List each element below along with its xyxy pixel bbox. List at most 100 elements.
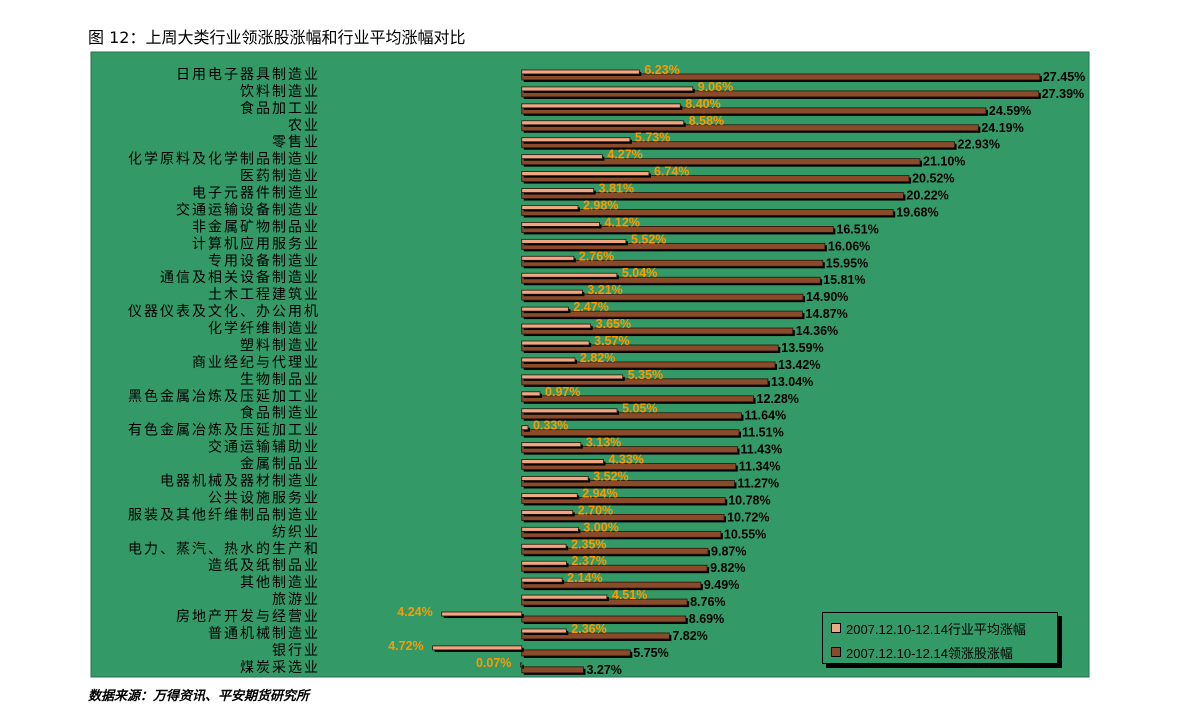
leader-data-label: 15.81%: [823, 273, 865, 287]
leader-data-label: 21.10%: [923, 155, 965, 169]
legend-swatch-average: [831, 623, 841, 633]
average-data-label: 2.36%: [571, 622, 606, 636]
average-bar: [521, 222, 600, 227]
average-data-label: 2.94%: [582, 486, 617, 500]
average-bar: [521, 137, 631, 143]
leader-bar: [521, 259, 824, 267]
average-data-label: 8.58%: [689, 114, 724, 128]
legend: 2007.12.10-12.14行业平均涨幅 2007.12.10-12.14领…: [822, 612, 1058, 664]
category-label: 公共设施服务业: [208, 490, 320, 506]
average-bar: [521, 205, 579, 210]
category-label: 有色金属冶炼及压延加工业: [128, 422, 320, 439]
leader-data-label: 13.04%: [771, 375, 813, 389]
category-label: 仪器仪表及文化、办公用机: [128, 304, 320, 320]
average-bar: [521, 238, 627, 244]
leader-data-label: 14.90%: [806, 290, 848, 304]
average-data-label: 5.04%: [622, 266, 657, 280]
category-label: 交通运输辅助业: [208, 439, 320, 456]
leader-bar: [521, 480, 735, 487]
leader-data-label: 10.55%: [724, 527, 766, 541]
average-data-label: 4.72%: [388, 639, 423, 653]
category-label: 电力、蒸汽、热水的生产和: [128, 541, 320, 557]
average-data-label: 3.52%: [593, 470, 628, 484]
average-data-label: 2.70%: [578, 503, 613, 517]
average-bar: [521, 154, 603, 160]
leader-data-label: 5.75%: [633, 646, 668, 660]
legend-item-average: 2007.12.10-12.14行业平均涨幅: [831, 620, 1026, 637]
leader-data-label: 11.64%: [744, 409, 786, 423]
average-bar: [521, 188, 595, 193]
average-bar: [521, 577, 563, 583]
leader-data-label: 13.42%: [778, 358, 820, 372]
category-label: 纺织业: [272, 524, 320, 540]
average-data-label: 3.00%: [583, 520, 618, 534]
average-bar: [521, 86, 694, 92]
category-label: 饮料制造业: [240, 84, 320, 100]
average-data-label: 2.14%: [567, 571, 602, 585]
category-label: 食品加工业: [240, 100, 320, 117]
leader-bar: [521, 242, 826, 250]
leader-bar: [521, 73, 1041, 81]
leader-bar: [521, 361, 776, 369]
average-bar: [521, 476, 589, 481]
leader-bar: [521, 497, 726, 504]
category-label: 农业: [288, 118, 320, 134]
leader-data-label: 24.19%: [981, 121, 1023, 135]
leader-bar: [521, 378, 769, 386]
leader-bar: [521, 412, 742, 420]
category-label: 日用电子器具制造业: [176, 67, 320, 83]
leader-data-label: 8.76%: [690, 595, 725, 609]
average-data-label: 2.98%: [583, 198, 618, 212]
category-label: 零售业: [272, 135, 320, 151]
average-data-label: 2.82%: [580, 351, 615, 365]
average-bar: [521, 391, 541, 397]
average-bar: [521, 493, 578, 498]
category-label: 旅游业: [272, 592, 320, 608]
leader-bar: [521, 175, 910, 183]
chart-title: 图 12：上周大类行业领涨股涨幅和行业平均涨幅对比: [88, 28, 466, 47]
leader-bar: [521, 530, 722, 538]
category-label: 银行业: [272, 643, 320, 659]
leader-bar: [521, 446, 738, 454]
average-data-label: 2.37%: [571, 554, 606, 568]
leader-data-label: 9.87%: [711, 544, 746, 558]
average-bar: [521, 628, 567, 634]
source-note: 数据来源：万得资讯、平安期货研究所: [88, 689, 310, 704]
leader-data-label: 14.87%: [805, 307, 847, 321]
average-data-label: 4.12%: [605, 215, 640, 229]
leader-bar: [521, 158, 921, 166]
average-bar: [521, 323, 592, 329]
leader-data-label: 3.27%: [586, 663, 621, 677]
average-data-label: 5.73%: [635, 131, 670, 145]
leader-bar: [521, 226, 834, 233]
legend-swatch-leader: [831, 647, 841, 657]
average-bar: [521, 526, 579, 532]
category-label: 化学原料及化学制品制造业: [128, 152, 320, 168]
leader-bar: [521, 564, 708, 572]
category-label: 塑料制造业: [240, 338, 320, 354]
leader-data-label: 7.82%: [672, 629, 707, 643]
average-bar: [521, 306, 569, 312]
leader-bar: [521, 666, 584, 674]
legend-label-average: 2007.12.10-12.14行业平均涨幅: [846, 621, 1026, 637]
category-label: 电子元器件制造业: [192, 186, 320, 202]
leader-data-label: 24.59%: [989, 104, 1031, 118]
average-bar: [521, 543, 567, 549]
category-label: 煤炭采选业: [240, 660, 320, 676]
leader-bar: [521, 293, 804, 301]
leader-data-label: 9.49%: [704, 578, 739, 592]
leader-data-label: 15.95%: [826, 256, 868, 270]
average-data-label: 5.35%: [628, 368, 663, 382]
average-bar: [520, 662, 523, 668]
leader-bar: [521, 141, 955, 149]
average-bar: [521, 459, 604, 464]
average-data-label: 6.74%: [654, 165, 689, 179]
leader-bar: [521, 581, 702, 589]
leader-bar: [521, 649, 631, 657]
average-data-label: 4.51%: [612, 588, 647, 602]
leader-data-label: 27.45%: [1043, 70, 1085, 84]
category-label: 其他制造业: [240, 575, 320, 591]
average-data-label: 2.35%: [571, 537, 606, 551]
leader-data-label: 12.28%: [757, 392, 799, 406]
average-data-label: 4.33%: [608, 453, 643, 467]
